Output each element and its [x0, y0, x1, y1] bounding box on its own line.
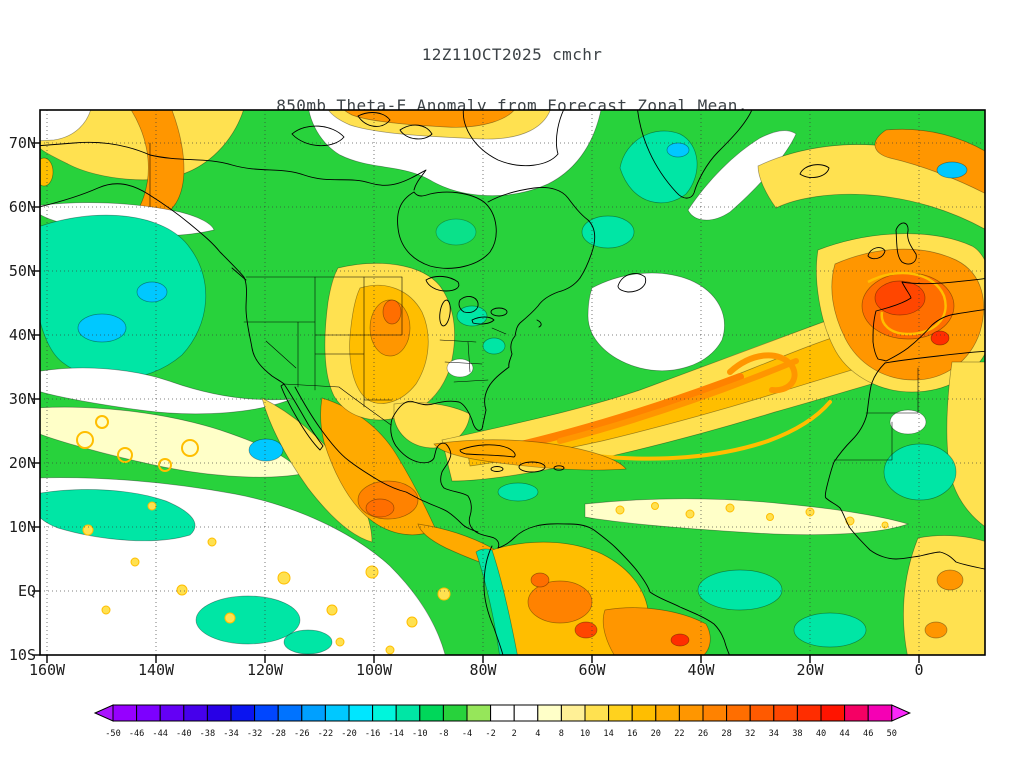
title-line-1: 12Z11OCT2025 cmchr [0, 46, 1024, 63]
colorbar: -50-46-44-40-38-34-32-28-26-22-20-16-14-… [0, 698, 1024, 760]
colorbar-cell [774, 705, 798, 721]
colorbar-tick-label: -32 [247, 729, 263, 739]
colorbar-cell [231, 705, 255, 721]
colorbar-tick-label: 26 [698, 729, 708, 739]
x-axis-label: 60W [578, 661, 605, 679]
shading-layer [33, 105, 994, 660]
colorbar-tick-label: 34 [769, 729, 779, 739]
colorbar-tick-label: -2 [485, 729, 495, 739]
colorbar-tick-label: 4 [535, 729, 540, 739]
colorbar-cell [868, 705, 892, 721]
y-axis-label: 10N [0, 518, 36, 536]
weather-map [40, 110, 985, 655]
colorbar-cell [538, 705, 562, 721]
colorbar-cell [703, 705, 727, 721]
colorbar-tick-label: 8 [559, 729, 564, 739]
colorbar-cell [679, 705, 703, 721]
colorbar-cell [821, 705, 845, 721]
colorbar-tick-label: 10 [580, 729, 590, 739]
colorbar-cell [137, 705, 161, 721]
colorbar-tick-label: 32 [745, 729, 755, 739]
colorbar-cell [514, 705, 538, 721]
colorbar-tick-label: 2 [512, 729, 517, 739]
colorbar-tick-label: -10 [412, 729, 428, 739]
colorbar-tick-label: 40 [816, 729, 826, 739]
colorbar-cell [207, 705, 231, 721]
colorbar-tick-label: -20 [341, 729, 357, 739]
colorbar-tick-label: -38 [200, 729, 216, 739]
colorbar-cell [656, 705, 680, 721]
colorbar-cell [373, 705, 397, 721]
x-axis-label: 120W [247, 661, 283, 679]
colorbar-cell [491, 705, 515, 721]
colorbar-cell [278, 705, 302, 721]
colorbar-cell [632, 705, 656, 721]
x-axis-label: 40W [687, 661, 714, 679]
colorbar-tick-label: 20 [651, 729, 661, 739]
colorbar-right-arrow [892, 705, 910, 721]
colorbar-cell [396, 705, 420, 721]
colorbar-tick-label: -28 [270, 729, 286, 739]
colorbar-cell [585, 705, 609, 721]
colorbar-tick-label: -4 [462, 729, 472, 739]
colorbar-tick-label: -50 [105, 729, 121, 739]
colorbar-cell [302, 705, 326, 721]
colorbar-cell [184, 705, 208, 721]
figure-page: 12Z11OCT2025 cmchr 850mb Theta-E Anomaly… [0, 0, 1024, 768]
y-axis-label: 40N [0, 326, 36, 344]
colorbar-cell [467, 705, 491, 721]
y-axis-label: 60N [0, 198, 36, 216]
colorbar-cell [255, 705, 279, 721]
colorbar-tick-label: 46 [863, 729, 873, 739]
colorbar-cell [750, 705, 774, 721]
x-axis-label: 140W [138, 661, 174, 679]
y-axis-label: 50N [0, 262, 36, 280]
y-axis-label: 30N [0, 390, 36, 408]
colorbar-tick-label: 50 [887, 729, 897, 739]
colorbar-tick-label: 28 [721, 729, 731, 739]
colorbar-tick-label: -40 [176, 729, 192, 739]
colorbar-cell [609, 705, 633, 721]
x-axis-label: 0 [914, 661, 923, 679]
x-axis-label: 80W [469, 661, 496, 679]
colorbar-tick-label: 22 [674, 729, 684, 739]
y-axis-label: EQ [0, 582, 36, 600]
colorbar-tick-label: -16 [365, 729, 381, 739]
colorbar-left-arrow [95, 705, 113, 721]
colorbar-tick-label: -34 [223, 729, 239, 739]
colorbar-tick-label: 14 [603, 729, 613, 739]
colorbar-tick-label: 38 [792, 729, 802, 739]
colorbar-tick-label: -22 [318, 729, 334, 739]
colorbar-tick-label: -46 [129, 729, 145, 739]
colorbar-cell [160, 705, 184, 721]
colorbar-tick-label: -26 [294, 729, 310, 739]
colorbar-cell [845, 705, 869, 721]
colorbar-cell [113, 705, 137, 721]
colorbar-cell [727, 705, 751, 721]
colorbar-tick-label: 16 [627, 729, 637, 739]
x-axis-label: 20W [796, 661, 823, 679]
colorbar-cell [561, 705, 585, 721]
x-axis-label: 100W [356, 661, 392, 679]
colorbar-tick-label: -14 [388, 729, 404, 739]
colorbar-cell [349, 705, 373, 721]
colorbar-tick-label: -44 [152, 729, 168, 739]
y-axis-label: 70N [0, 134, 36, 152]
colorbar-cell [797, 705, 821, 721]
colorbar-tick-label: 44 [839, 729, 849, 739]
colorbar-cell [325, 705, 349, 721]
y-axis-label: 20N [0, 454, 36, 472]
colorbar-tick-label: -8 [438, 729, 448, 739]
x-axis-label: 160W [29, 661, 65, 679]
colorbar-cell [443, 705, 467, 721]
colorbar-cell [420, 705, 444, 721]
